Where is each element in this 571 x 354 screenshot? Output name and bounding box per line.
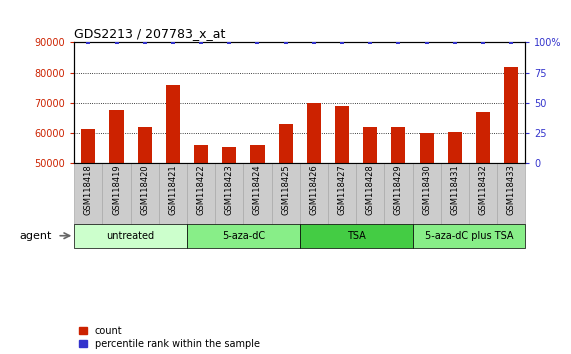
Point bbox=[281, 40, 290, 45]
Text: GSM118423: GSM118423 bbox=[225, 165, 234, 215]
Bar bbox=[272, 163, 300, 224]
Point bbox=[337, 40, 347, 45]
Bar bbox=[138, 127, 152, 163]
Point bbox=[253, 40, 262, 45]
Bar bbox=[102, 163, 131, 224]
Bar bbox=[384, 163, 413, 224]
Text: GSM118432: GSM118432 bbox=[478, 165, 488, 215]
Text: GSM118431: GSM118431 bbox=[451, 165, 459, 215]
Bar bbox=[413, 224, 525, 248]
Bar bbox=[166, 85, 180, 163]
Bar bbox=[215, 163, 243, 224]
Bar bbox=[74, 224, 187, 248]
Bar bbox=[300, 224, 412, 248]
Bar bbox=[476, 112, 490, 163]
Point bbox=[309, 40, 319, 45]
Point bbox=[451, 40, 460, 45]
Bar bbox=[420, 133, 434, 163]
Text: GSM118419: GSM118419 bbox=[112, 165, 121, 215]
Bar bbox=[363, 127, 377, 163]
Text: GDS2213 / 207783_x_at: GDS2213 / 207783_x_at bbox=[74, 27, 226, 40]
Text: GSM118425: GSM118425 bbox=[281, 165, 290, 215]
Point bbox=[168, 40, 178, 45]
Bar bbox=[504, 67, 518, 163]
Bar bbox=[74, 163, 102, 224]
Point bbox=[422, 40, 431, 45]
Point bbox=[112, 40, 121, 45]
Point bbox=[365, 40, 375, 45]
Text: GSM118429: GSM118429 bbox=[394, 165, 403, 215]
Text: 5-aza-dC plus TSA: 5-aza-dC plus TSA bbox=[425, 231, 513, 241]
Bar bbox=[469, 163, 497, 224]
Text: GSM118420: GSM118420 bbox=[140, 165, 149, 215]
Point bbox=[196, 40, 206, 45]
Point bbox=[478, 40, 488, 45]
Bar bbox=[243, 163, 272, 224]
Bar bbox=[335, 106, 349, 163]
Bar bbox=[356, 163, 384, 224]
Point bbox=[84, 40, 93, 45]
Bar bbox=[279, 124, 293, 163]
Text: untreated: untreated bbox=[107, 231, 155, 241]
Bar bbox=[300, 163, 328, 224]
Text: GSM118424: GSM118424 bbox=[253, 165, 262, 215]
Point bbox=[225, 40, 234, 45]
Bar bbox=[187, 163, 215, 224]
Bar bbox=[328, 163, 356, 224]
Bar bbox=[448, 132, 462, 163]
Bar bbox=[187, 224, 300, 248]
Text: agent: agent bbox=[19, 231, 52, 241]
Bar bbox=[441, 163, 469, 224]
Bar bbox=[391, 127, 405, 163]
Point bbox=[506, 40, 516, 45]
Bar bbox=[159, 163, 187, 224]
Text: TSA: TSA bbox=[347, 231, 365, 241]
Text: GSM118430: GSM118430 bbox=[422, 165, 431, 215]
Bar bbox=[307, 103, 321, 163]
Text: GSM118422: GSM118422 bbox=[196, 165, 206, 215]
Text: GSM118427: GSM118427 bbox=[337, 165, 347, 215]
Text: GSM118421: GSM118421 bbox=[168, 165, 178, 215]
Text: GSM118433: GSM118433 bbox=[506, 165, 516, 215]
Text: 5-aza-dC: 5-aza-dC bbox=[222, 231, 265, 241]
Bar bbox=[131, 163, 159, 224]
Bar bbox=[222, 147, 236, 163]
Text: GSM118428: GSM118428 bbox=[366, 165, 375, 215]
Point bbox=[394, 40, 403, 45]
Legend: count, percentile rank within the sample: count, percentile rank within the sample bbox=[79, 326, 260, 349]
Bar bbox=[81, 129, 95, 163]
Bar bbox=[194, 145, 208, 163]
Bar bbox=[413, 163, 441, 224]
Bar bbox=[110, 110, 123, 163]
Text: GSM118418: GSM118418 bbox=[84, 165, 93, 215]
Text: GSM118426: GSM118426 bbox=[309, 165, 319, 215]
Point bbox=[140, 40, 149, 45]
Bar bbox=[251, 145, 264, 163]
Bar bbox=[497, 163, 525, 224]
